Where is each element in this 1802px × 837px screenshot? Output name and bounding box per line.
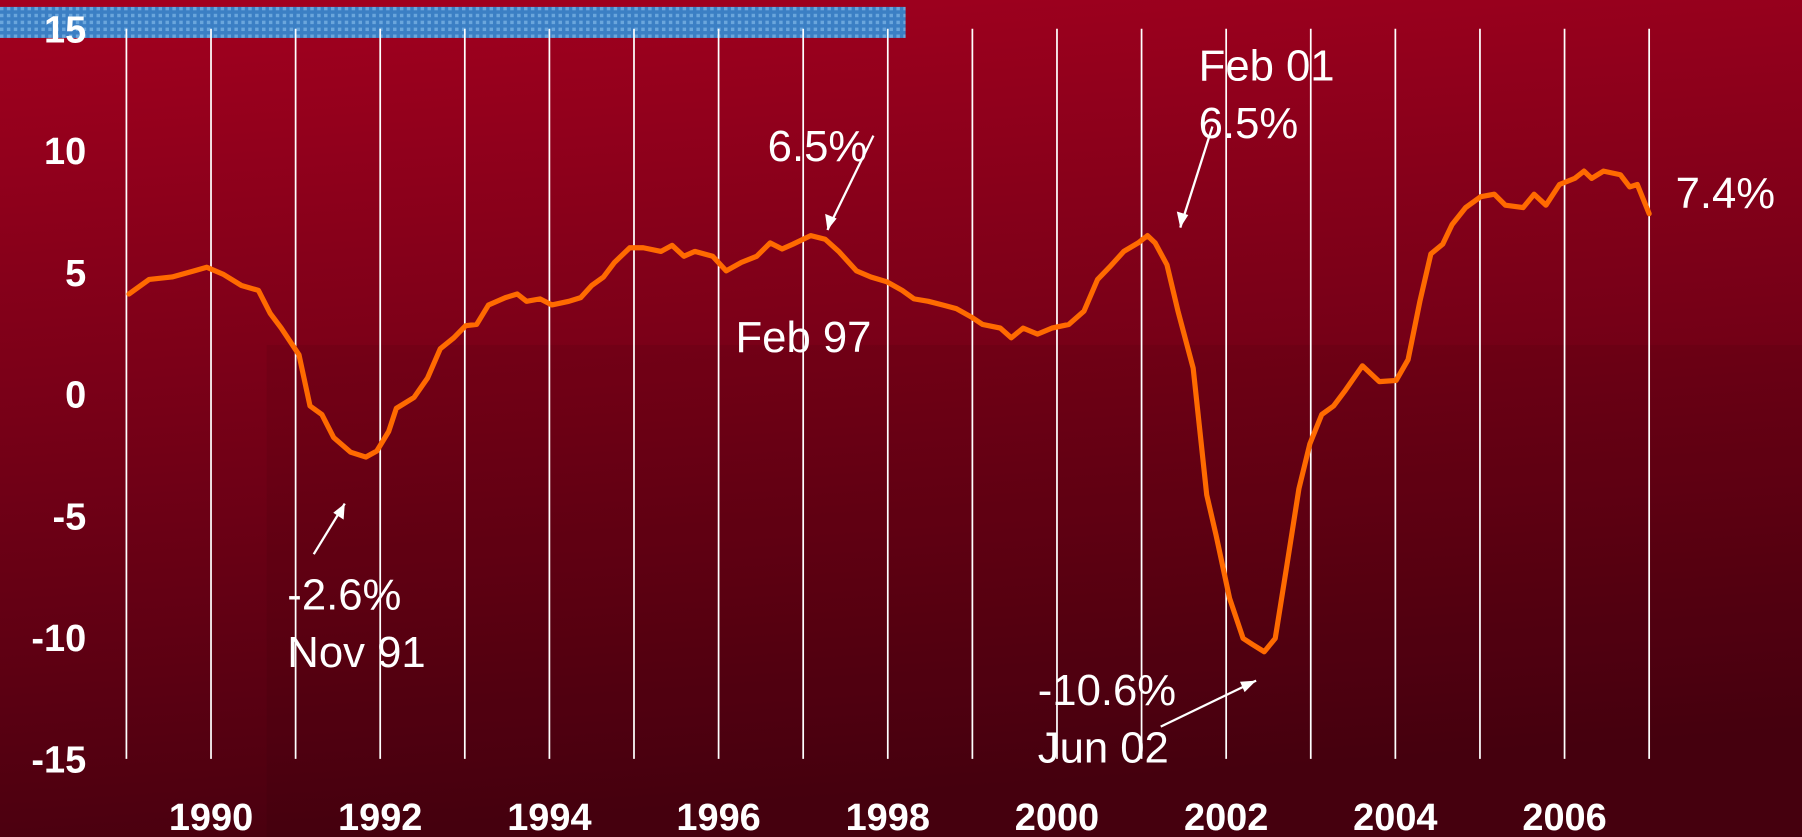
- annotation: Nov 91: [287, 628, 425, 677]
- y-tick-label: 10: [44, 131, 86, 173]
- decor-bar: [0, 6, 906, 38]
- y-tick-label: 15: [44, 10, 86, 52]
- grid: [125, 28, 1651, 759]
- annotation: -10.6%: [1038, 666, 1176, 715]
- arrow-head: [333, 503, 345, 520]
- arrow-head: [825, 213, 837, 230]
- x-tick-label: 2002: [1184, 797, 1268, 837]
- y-tick-label: -5: [52, 496, 86, 538]
- annotation: 6.5%: [1199, 99, 1299, 148]
- y-tick-label: 0: [65, 375, 86, 417]
- arrow-head: [1240, 680, 1257, 693]
- annotation: Jun 02: [1038, 723, 1169, 772]
- y-tick-label: -15: [31, 740, 86, 782]
- arrow: [826, 135, 875, 231]
- x-tick-label: 2006: [1522, 797, 1606, 837]
- annotation: 6.5%: [768, 122, 868, 171]
- x-tick-label: 2000: [1015, 797, 1099, 837]
- tick-labels: -15 -10 -5 0 5 10 15 1990 1992 1994 1996 1998 2000 20…: [31, 10, 1606, 837]
- annotation: Feb 01: [1199, 41, 1335, 90]
- y-tick-label: -10: [31, 618, 86, 660]
- arrow: [1160, 679, 1257, 728]
- data-line: [126, 168, 1652, 655]
- arrow: [1179, 126, 1214, 228]
- annotation: Feb 97: [736, 313, 872, 362]
- arrow-head: [1176, 211, 1189, 228]
- x-tick-label: 1990: [169, 797, 253, 837]
- annotations: 6.5% Feb 97 Feb 01 6.5% -2.6% Nov 91 -10.6% Jun…: [287, 41, 1775, 772]
- x-tick-label: 1992: [338, 797, 422, 837]
- annotation: 7.4%: [1676, 169, 1776, 218]
- annotation: -2.6%: [287, 570, 401, 619]
- x-tick-label: 1996: [676, 797, 760, 837]
- plot: [126, 168, 1652, 655]
- x-tick-label: 2004: [1353, 797, 1437, 837]
- x-tick-label: 1994: [507, 797, 591, 837]
- shade: [266, 344, 1802, 837]
- x-tick-label: 1998: [846, 797, 930, 837]
- y-tick-label: 5: [65, 253, 86, 295]
